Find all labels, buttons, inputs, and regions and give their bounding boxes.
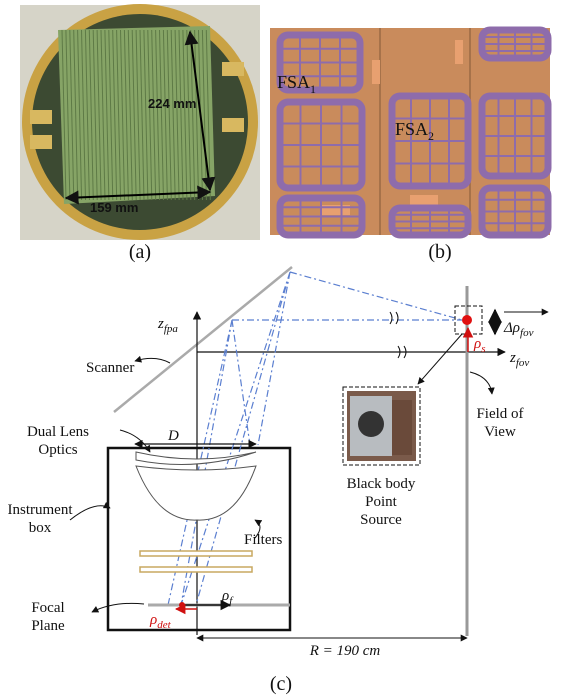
fsa-label: FSA1 (277, 72, 316, 96)
label: Filters (244, 532, 282, 548)
distance-label: R = 190 cm (309, 643, 381, 659)
label: Instrument box (8, 502, 74, 536)
optical-diagram (69, 266, 549, 642)
label: ρdet (149, 612, 172, 631)
decoration (139, 29, 145, 201)
decoration (178, 29, 184, 201)
decoration (135, 29, 141, 201)
decoration (127, 29, 133, 201)
decoration (88, 29, 94, 201)
label: Black body Point Source (347, 476, 416, 528)
height-label: 224 mm (148, 96, 196, 111)
label: D (167, 428, 179, 444)
decoration (147, 29, 153, 201)
width-label: 159 mm (90, 200, 138, 215)
decoration (151, 29, 157, 201)
label: Dual Lens Optics (27, 424, 89, 458)
decoration (69, 29, 75, 201)
decoration (159, 29, 164, 201)
decoration (77, 29, 83, 201)
decoration (108, 29, 114, 201)
decoration (104, 29, 110, 201)
fsa-label: FSA2 (395, 119, 434, 143)
decoration (92, 29, 98, 201)
label: Focal Plane (31, 600, 65, 634)
decoration (155, 29, 161, 201)
decoration (174, 29, 180, 201)
decoration (84, 29, 90, 201)
decoration (73, 29, 79, 201)
decoration (162, 29, 168, 201)
decoration (166, 29, 172, 201)
decoration (61, 29, 67, 201)
photo-detector-wafer (20, 4, 260, 240)
axis-label: zfov (509, 350, 529, 369)
axis-label: Δρfov (503, 320, 534, 339)
photo-microscope (270, 26, 552, 239)
decoration (65, 29, 71, 201)
decoration (120, 29, 125, 201)
decoration (170, 29, 176, 201)
decoration (143, 29, 149, 201)
decoration (112, 29, 118, 201)
decoration (116, 29, 122, 201)
panel-label: (a) (129, 241, 151, 263)
label: Field of View (476, 406, 523, 440)
decoration (131, 29, 137, 201)
decoration (96, 29, 102, 201)
decoration (100, 29, 106, 201)
decoration (123, 29, 129, 201)
axis-label: ρs (473, 336, 485, 355)
axis-label: zfpa (157, 316, 178, 335)
panel-label: (b) (428, 241, 451, 263)
label: Scanner (86, 360, 134, 376)
label: ρf (221, 588, 234, 607)
decoration (81, 29, 86, 201)
panel-label: (c) (270, 673, 292, 695)
